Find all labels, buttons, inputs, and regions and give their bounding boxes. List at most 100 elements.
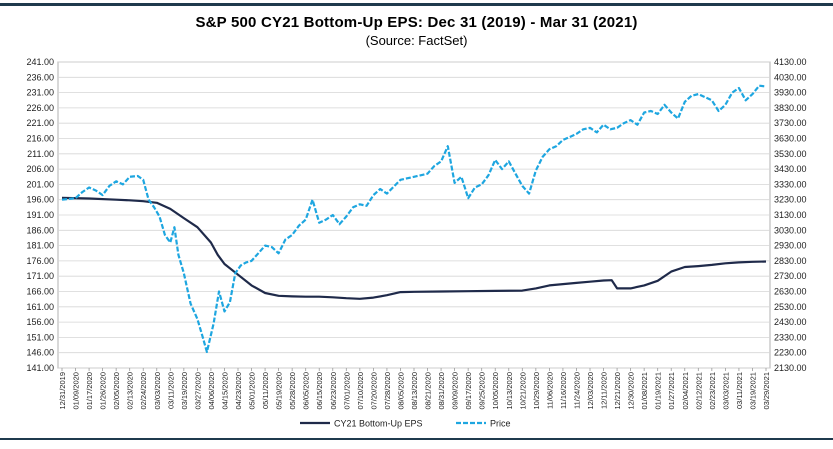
right-tick-label: 3430.00 [774,164,807,174]
left-tick-label: 236.00 [26,72,54,82]
x-tick-label: 12/30/2020 [627,372,636,410]
x-tick-label: 06/23/2020 [329,372,338,410]
x-tick-label: 08/31/2020 [437,372,446,410]
x-tick-label: 03/19/2021 [748,372,757,410]
legend-label: CY21 Bottom-Up EPS [334,419,423,429]
left-tick-label: 231.00 [26,88,54,98]
x-tick-label: 12/03/2020 [586,372,595,410]
right-tick-label: 3930.00 [774,88,807,98]
x-tick-label: 04/15/2020 [220,372,229,410]
x-tick-label: 03/03/2020 [153,372,162,410]
right-tick-label: 2630.00 [774,287,807,297]
x-tick-label: 11/24/2020 [572,372,581,409]
left-tick-label: 181.00 [26,241,54,251]
left-tick-label: 176.00 [26,256,54,266]
right-tick-label: 3030.00 [774,225,807,235]
x-tick-label: 03/29/2021 [762,372,771,410]
right-tick-label: 2530.00 [774,302,807,312]
x-tick-label: 08/13/2020 [410,372,419,410]
left-tick-label: 151.00 [26,332,54,342]
top-border [0,3,833,6]
x-tick-label: 01/19/2021 [654,372,663,410]
x-tick-label: 09/25/2020 [478,372,487,410]
x-tick-label: 01/09/2020 [72,372,81,410]
x-tick-label: 07/01/2020 [342,372,351,410]
right-tick-label: 3230.00 [774,195,807,205]
left-tick-label: 216.00 [26,134,54,144]
legend: CY21 Bottom-Up EPS Price [300,419,511,429]
left-tick-label: 141.00 [26,363,54,373]
x-tick-label: 11/16/2020 [559,372,568,409]
x-tick-label: 10/05/2020 [491,372,500,410]
right-tick-label: 3730.00 [774,118,807,128]
x-tick-label: 06/05/2020 [302,372,311,410]
x-tick-label: 08/21/2020 [424,372,433,410]
left-tick-label: 206.00 [26,164,54,174]
x-tick-label: 10/13/2020 [505,372,514,410]
right-tick-label: 2730.00 [774,271,807,281]
right-tick-label: 2330.00 [774,332,807,342]
x-tick-label: 05/19/2020 [275,372,284,410]
bottom-border [0,438,833,440]
left-tick-label: 156.00 [26,317,54,327]
x-tick-label: 03/11/2021 [735,372,744,409]
left-tick-label: 241.00 [26,57,54,67]
eps-series-line [61,196,767,300]
chart-title: S&P 500 CY21 Bottom-Up EPS: Dec 31 (2019… [195,14,638,31]
x-tick-label: 02/13/2020 [126,372,135,410]
right-tick-label: 3630.00 [774,134,807,144]
x-tick-label: 12/21/2020 [613,372,622,410]
right-axis-labels: 2130.00 2230.00 2330.00 2430.00 2530.00 2630.… [774,57,807,373]
x-tick-label: 05/11/2020 [261,372,270,409]
x-tick-label: 03/03/2021 [721,372,730,410]
series-lines [61,84,767,353]
left-tick-label: 221.00 [26,118,54,128]
right-tick-label: 2930.00 [774,241,807,251]
x-tick-label: 02/24/2020 [139,372,148,410]
x-tick-label: 02/12/2021 [694,372,703,410]
right-tick-label: 4030.00 [774,72,807,82]
left-tick-label: 171.00 [26,271,54,281]
gridlines [57,61,771,369]
x-tick-label: 01/17/2020 [85,372,94,410]
x-tick-label: 10/29/2020 [532,372,541,410]
right-tick-label: 3330.00 [774,179,807,189]
x-tick-label: 09/09/2020 [451,372,460,410]
right-tick-label: 2230.00 [774,348,807,358]
x-tick-label: 02/05/2020 [112,372,121,410]
x-tick-label: 04/23/2020 [234,372,243,410]
x-tick-label: 03/11/2020 [166,372,175,409]
left-tick-label: 166.00 [26,287,54,297]
right-tick-label: 3830.00 [774,103,807,113]
x-tick-label: 05/01/2020 [248,372,257,410]
chart-subtitle: (Source: FactSet) [365,33,468,48]
x-axis-labels: 12/31/2019 01/09/2020 01/17/2020 01/26/2020… [58,368,771,410]
right-tick-label: 3530.00 [774,149,807,159]
x-tick-label: 03/27/2020 [193,372,202,410]
x-tick-label: 07/28/2020 [383,372,392,410]
x-tick-label: 08/05/2020 [396,372,405,410]
right-tick-label: 4130.00 [774,57,807,67]
left-tick-label: 226.00 [26,103,54,113]
left-tick-label: 211.00 [27,149,54,159]
x-tick-label: 04/06/2020 [207,372,216,410]
left-tick-label: 191.00 [26,210,54,220]
x-tick-label: 06/15/2020 [315,372,324,410]
right-tick-label: 2830.00 [774,256,807,266]
left-tick-label: 146.00 [26,348,54,358]
x-tick-label: 02/23/2021 [708,372,717,410]
legend-label: Price [490,419,511,429]
right-tick-label: 2130.00 [774,363,807,373]
x-tick-label: 07/20/2020 [369,372,378,410]
x-tick-label: 03/19/2020 [180,372,189,410]
x-tick-label: 09/17/2020 [464,372,473,410]
x-tick-label: 05/28/2020 [288,372,297,410]
x-tick-label: 10/21/2020 [518,372,527,410]
right-tick-label: 2430.00 [774,317,807,327]
x-tick-label: 02/04/2021 [681,372,690,410]
x-tick-label: 12/31/2019 [58,372,67,410]
price-series-line [61,84,767,353]
x-tick-label: 01/08/2021 [640,372,649,410]
left-tick-label: 201.00 [26,179,54,189]
x-tick-label: 07/10/2020 [356,372,365,410]
